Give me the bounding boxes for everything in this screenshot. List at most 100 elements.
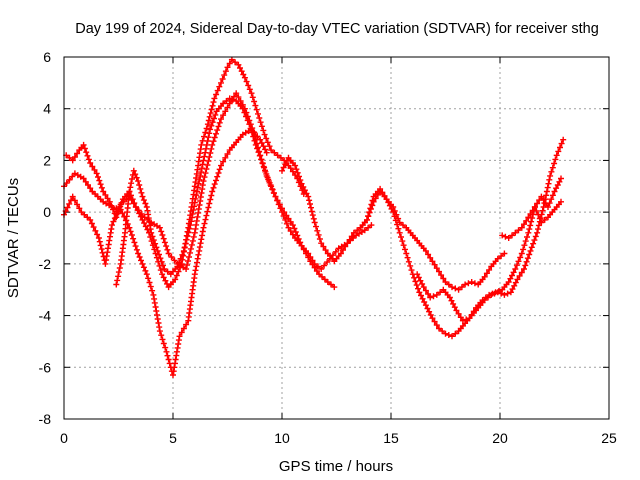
data-point [455,286,462,293]
data-point [149,233,156,240]
data-point [216,166,223,173]
data-point [206,113,213,120]
data-point [543,188,550,195]
data-point [332,248,339,255]
data-point [139,193,146,200]
data-point [140,197,147,204]
data-point [523,217,530,224]
data-point [545,180,552,187]
data-point [139,216,146,223]
data-point [494,255,501,262]
data-point [400,242,407,249]
data-point [390,209,397,216]
data-point [315,263,321,270]
data-point [209,119,216,126]
data-point [418,292,424,299]
data-point [445,332,452,338]
y-tick-label: 6 [43,49,51,65]
data-point [294,169,301,176]
data-point [501,291,508,298]
data-point [151,299,158,306]
data-point [364,216,370,223]
data-point [213,177,219,184]
data-point [507,275,514,282]
data-point [293,166,300,173]
data-point [433,322,440,329]
data-point [159,336,166,343]
data-point [152,240,159,247]
data-point [415,274,422,281]
data-point [135,250,142,257]
data-point [110,218,117,225]
data-point [289,231,296,238]
data-point [471,280,478,287]
data-point [381,192,388,199]
data-point [452,330,459,337]
data-point [361,227,368,234]
data-point [501,250,508,257]
data-point [489,290,496,297]
data-point [222,108,229,115]
data-point [512,279,519,286]
data-point [66,200,73,207]
data-point [91,166,98,173]
data-point [388,205,395,212]
data-point [366,209,373,216]
data-point [521,242,528,249]
data-point [218,79,224,86]
data-point [365,213,372,219]
data-point [422,302,429,309]
data-point [499,232,506,239]
data-point [255,149,262,156]
data-point [206,130,213,137]
data-point [195,251,202,258]
data-point [313,268,320,274]
data-point [126,188,133,195]
data-point [450,300,457,307]
data-point [531,237,538,244]
data-point [81,145,88,152]
data-point [265,178,272,185]
data-point [403,250,410,257]
data-point [187,222,194,229]
chart-title: Day 199 of 2024, Sidereal Day-to-day VTE… [75,21,599,37]
data-point [115,269,122,276]
data-point [329,252,336,259]
data-point [153,244,160,251]
data-point [509,286,516,293]
data-point [205,204,212,211]
data-point [148,229,155,236]
data-point [207,150,214,156]
data-point [512,266,519,272]
data-point [175,268,182,275]
data-point [502,233,509,240]
data-point [221,72,228,79]
data-point [176,259,182,266]
data-point [80,175,87,182]
data-point [526,251,533,258]
data-point [198,165,205,172]
data-point [118,199,125,206]
data-point [314,227,321,234]
data-point [386,202,393,209]
data-point [64,204,71,211]
data-point [241,74,248,81]
data-point [166,360,173,367]
x-tick-label: 20 [492,430,508,446]
data-point [220,158,227,165]
data-point [160,274,167,281]
data-point [538,193,545,200]
data-point [186,254,192,260]
data-point [138,189,145,196]
data-point [190,233,197,240]
data-point [240,71,247,78]
data-point [521,266,527,272]
data-point [127,228,134,235]
data-point [200,178,207,185]
data-point [399,238,406,245]
data-point [142,200,149,207]
data-point [318,240,325,247]
data-point [280,213,287,219]
data-point [324,259,331,266]
